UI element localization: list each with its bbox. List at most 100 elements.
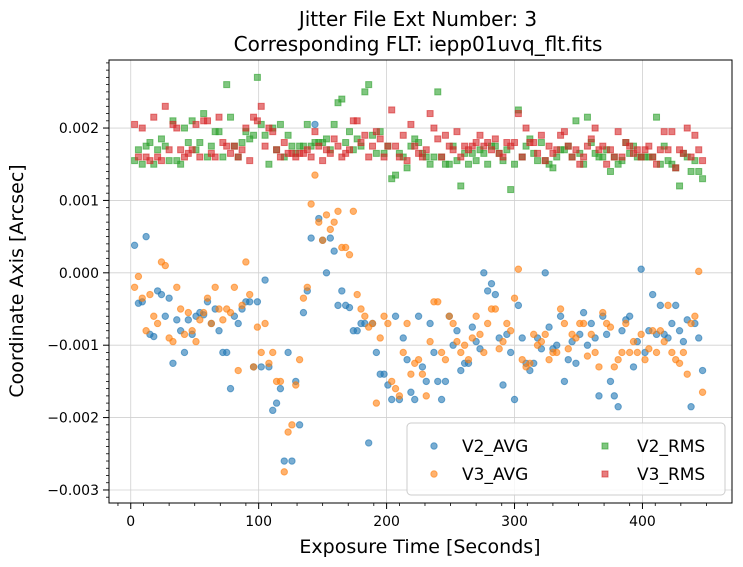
data-point xyxy=(157,157,165,165)
data-point xyxy=(211,283,219,291)
data-point xyxy=(637,265,645,273)
data-point xyxy=(346,128,354,136)
data-point xyxy=(165,294,173,302)
data-point xyxy=(150,312,158,320)
data-point xyxy=(311,128,319,136)
data-point xyxy=(261,131,269,139)
data-point xyxy=(273,146,281,154)
data-point xyxy=(391,312,400,320)
data-point xyxy=(449,319,457,328)
data-point xyxy=(265,124,273,132)
data-point xyxy=(188,146,196,154)
data-point xyxy=(476,330,484,339)
data-point xyxy=(154,153,162,161)
data-point xyxy=(480,142,488,150)
data-point xyxy=(391,384,400,393)
data-point xyxy=(292,153,300,161)
data-point xyxy=(342,139,350,147)
data-point xyxy=(415,139,423,147)
data-point xyxy=(338,95,346,103)
data-point xyxy=(369,142,377,150)
data-point xyxy=(591,124,599,132)
data-point xyxy=(679,149,687,157)
data-point xyxy=(257,102,265,110)
data-point xyxy=(253,117,261,125)
data-point xyxy=(134,272,143,281)
data-point xyxy=(618,327,626,335)
data-point xyxy=(484,139,492,147)
data-point xyxy=(610,363,619,371)
data-point xyxy=(664,301,672,310)
data-point xyxy=(219,139,227,147)
data-point xyxy=(173,124,181,132)
data-point xyxy=(234,366,242,375)
data-point xyxy=(161,312,169,320)
data-point xyxy=(280,457,288,465)
data-point xyxy=(537,131,545,139)
data-point xyxy=(672,164,680,172)
data-point xyxy=(656,301,665,310)
data-point xyxy=(157,290,166,299)
data-point xyxy=(487,279,496,288)
data-point xyxy=(549,149,557,157)
data-point xyxy=(430,153,438,161)
data-point xyxy=(514,301,523,310)
data-point xyxy=(426,319,434,328)
data-point xyxy=(610,392,619,400)
data-point xyxy=(399,348,407,357)
data-point xyxy=(695,167,703,175)
data-point xyxy=(530,139,538,147)
data-point xyxy=(403,319,411,328)
data-point xyxy=(234,153,242,161)
data-point xyxy=(250,131,258,139)
data-point xyxy=(583,142,591,150)
data-point xyxy=(173,283,181,291)
data-point xyxy=(230,142,238,150)
data-point xyxy=(142,232,150,241)
data-point xyxy=(215,305,223,313)
data-point xyxy=(272,399,281,407)
data-point xyxy=(342,149,350,157)
data-point xyxy=(407,120,415,128)
data-point xyxy=(691,157,699,165)
data-point xyxy=(599,308,607,317)
data-point xyxy=(307,153,315,161)
data-point xyxy=(184,316,193,324)
data-point xyxy=(265,160,273,168)
data-point xyxy=(514,110,522,118)
data-point xyxy=(322,269,331,277)
x-tick-label: 400 xyxy=(629,514,656,530)
data-point xyxy=(518,153,526,161)
data-point xyxy=(380,312,388,320)
data-point xyxy=(457,348,465,357)
data-point xyxy=(556,305,565,313)
data-point xyxy=(457,153,465,161)
data-point xyxy=(491,305,500,313)
data-point xyxy=(180,330,189,339)
data-point xyxy=(276,120,284,128)
data-point xyxy=(138,160,146,168)
data-point xyxy=(284,348,292,357)
data-point xyxy=(453,157,461,165)
data-point xyxy=(196,153,204,161)
data-point xyxy=(476,131,484,139)
data-point xyxy=(138,294,146,302)
data-point xyxy=(507,142,515,150)
data-point xyxy=(553,146,561,154)
series-v3-rms xyxy=(131,102,707,172)
data-point xyxy=(541,157,549,165)
data-point xyxy=(215,327,223,335)
data-point xyxy=(664,146,672,154)
data-point xyxy=(510,294,519,302)
data-point xyxy=(288,149,296,157)
data-point xyxy=(372,149,380,157)
legend-box xyxy=(406,422,726,496)
data-point xyxy=(150,160,158,168)
y-axis-label: Coordinate Axis [Arcsec] xyxy=(6,164,28,397)
data-point xyxy=(629,363,638,371)
data-point xyxy=(180,153,188,161)
data-point xyxy=(564,142,572,150)
data-point xyxy=(614,355,622,364)
data-point xyxy=(653,113,661,121)
y-tick-label: −0.003 xyxy=(47,483,99,499)
